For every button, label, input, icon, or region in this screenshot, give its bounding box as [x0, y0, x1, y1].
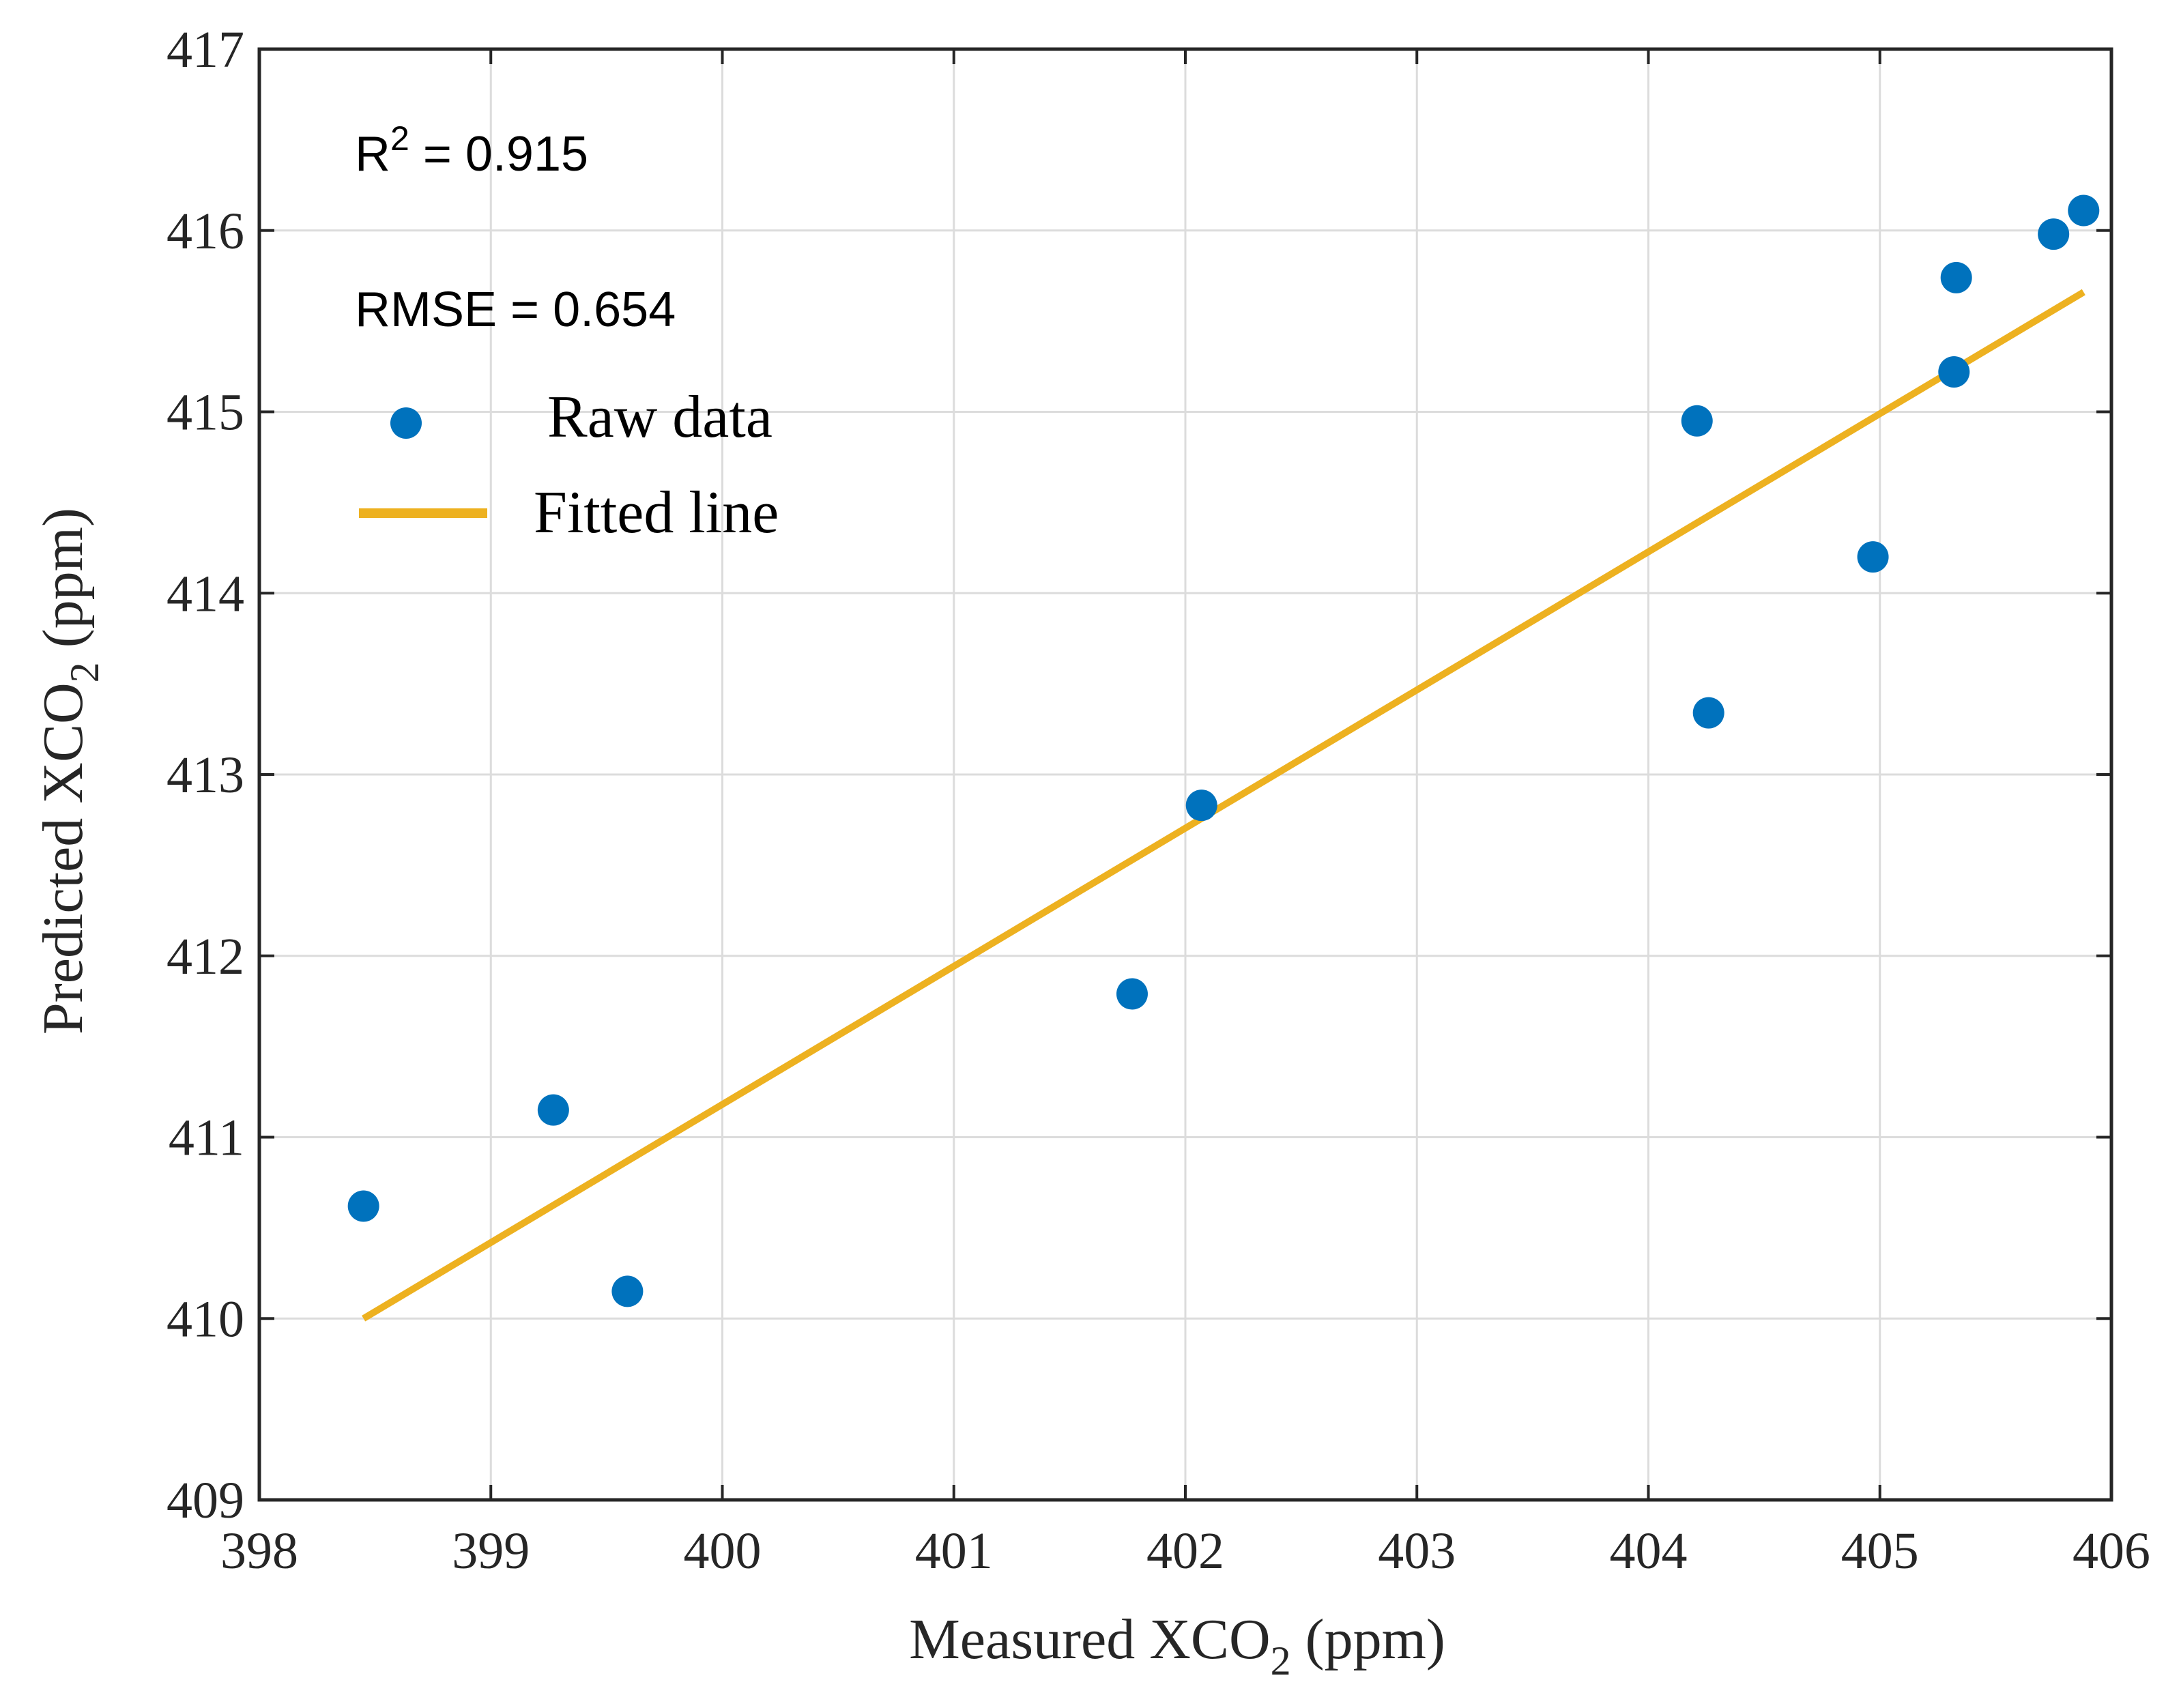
y-tick-label: 412 — [167, 928, 244, 985]
legend-label-raw-data: Raw data — [547, 384, 772, 450]
rmse-annotation: RMSE = 0.654 — [355, 283, 676, 337]
x-tick-label: 402 — [1146, 1522, 1224, 1580]
r2-prefix: R — [355, 127, 390, 182]
x-axis-label: Measured XCO2 (ppm) — [909, 1608, 1445, 1683]
x-tick-label: 400 — [684, 1522, 762, 1580]
y-label-units: (ppm) — [31, 508, 95, 662]
x-tick-label: 404 — [1610, 1522, 1688, 1580]
grid — [258, 48, 2113, 1501]
data-point — [1681, 405, 1713, 437]
x-tick-labels: 398 399 400 401 402 403 404 405 406 — [220, 1522, 2150, 1580]
y-tick-label: 409 — [167, 1472, 244, 1529]
data-point — [1857, 541, 1889, 573]
fitted-line — [362, 289, 2085, 1322]
data-point — [2038, 218, 2070, 250]
y-tick-label: 416 — [167, 203, 244, 260]
x-label-main: Measured XCO — [909, 1608, 1271, 1671]
data-point — [1940, 261, 1972, 293]
r2-superscript: 2 — [390, 119, 409, 158]
data-point — [1185, 790, 1217, 822]
x-tick-label: 398 — [220, 1522, 298, 1580]
y-label-main: Predicted XCO — [31, 682, 95, 1034]
y-axis-label: Predicted XCO2 (ppm) — [31, 508, 107, 1034]
y-tick-label: 413 — [167, 747, 244, 804]
x-tick-label: 406 — [2073, 1522, 2150, 1580]
legend-marker-raw-data — [390, 407, 422, 439]
y-tick-labels: 409 410 411 412 413 414 415 416 417 — [167, 21, 244, 1529]
x-label-units: (ppm) — [1291, 1608, 1445, 1671]
axes-box — [257, 47, 2113, 1502]
y-tick-label: 415 — [167, 384, 244, 442]
fitted-line-series — [362, 289, 2085, 1322]
y-tick-label: 410 — [167, 1290, 244, 1348]
x-tick-label: 399 — [452, 1522, 530, 1580]
x-label-subscript: 2 — [1271, 1638, 1291, 1683]
y-label-subscript: 2 — [62, 662, 107, 682]
x-tick-label: 401 — [915, 1522, 993, 1580]
data-point — [611, 1275, 644, 1307]
data-point — [2068, 194, 2100, 227]
x-tick-label: 403 — [1378, 1522, 1456, 1580]
raw-data-series — [347, 194, 2100, 1307]
data-point — [1692, 697, 1724, 729]
data-point — [1938, 356, 1970, 388]
y-tick-label: 411 — [169, 1110, 244, 1167]
r2-value: = 0.915 — [409, 127, 588, 182]
x-tick-label: 405 — [1841, 1522, 1919, 1580]
data-point — [1116, 978, 1148, 1010]
data-point — [347, 1190, 379, 1222]
legend: Raw data Fitted line — [359, 384, 779, 546]
legend-label-fitted-line: Fitted line — [534, 480, 779, 546]
r-squared-annotation: R2 = 0.915 — [355, 119, 588, 182]
y-tick-label: 417 — [167, 21, 244, 78]
y-tick-label: 414 — [167, 565, 244, 622]
data-point — [537, 1094, 569, 1126]
